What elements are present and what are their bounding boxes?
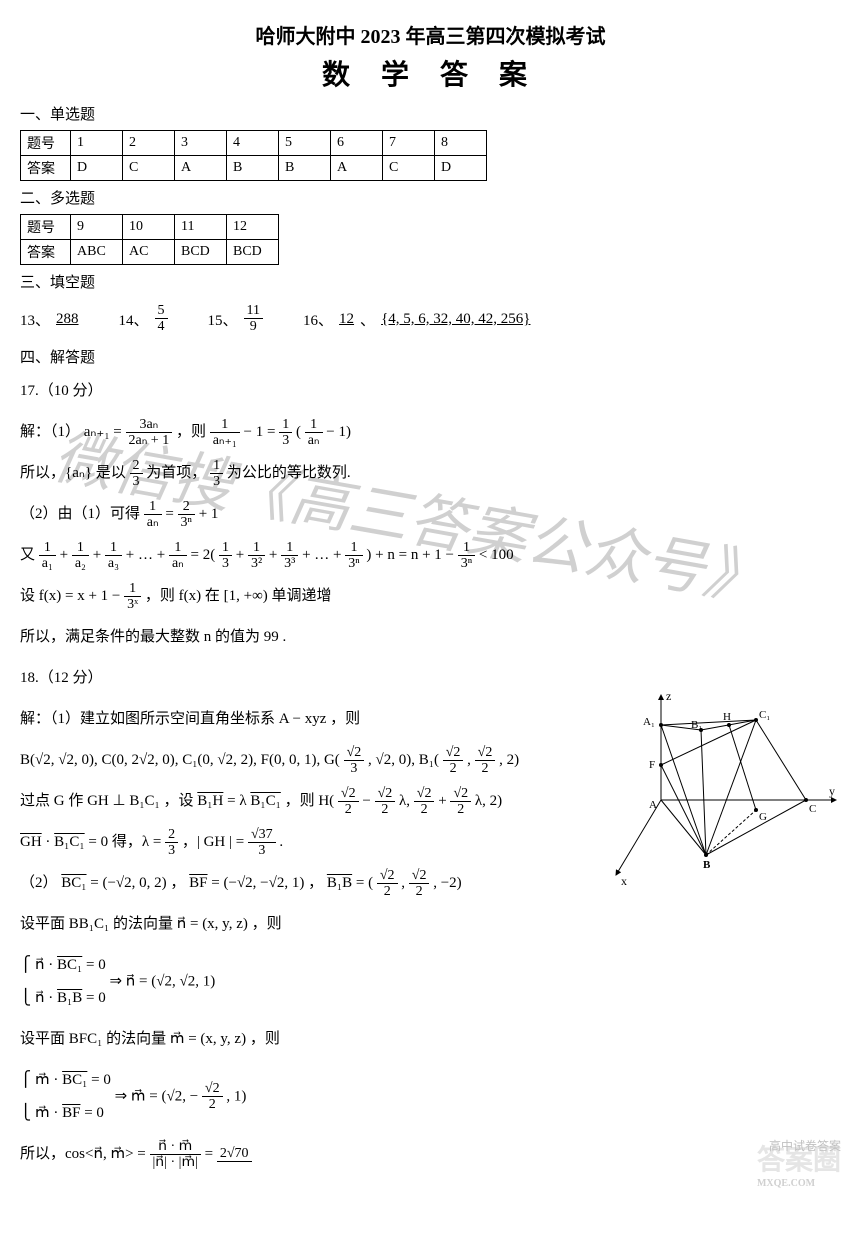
table-cell: BCD <box>227 240 279 265</box>
q17-line1: 解：（1） aₙ₊₁ = 3aₙ2aₙ + 1 ，则 1aₙ₊₁ − 1 = 1… <box>20 416 841 449</box>
q17-line5: 设 f(x) = x + 1 − 13ˣ ，则 f(x) 在 [1, +∞) 单… <box>20 580 841 613</box>
table-cell: 4 <box>227 131 279 156</box>
q18-line4: GH · B₁C₁ = 0 得，λ = 23 ，| GH | = √373 . <box>20 826 841 859</box>
section2-label: 二、多选题 <box>20 187 841 208</box>
q18-line6: 设平面 BB₁C₁ 的法向量 n⃗ = (x, y, z) ，则 <box>20 908 841 941</box>
fill-blank-row: 13、 288 14、 5 4 15、 11 9 16、 12 、 {4, 5,… <box>20 304 841 334</box>
table-cell: C <box>123 156 175 181</box>
table-cell: 11 <box>175 215 227 240</box>
table-cell: 9 <box>71 215 123 240</box>
q15-label: 15、 <box>208 309 238 330</box>
q14-label: 14、 <box>119 309 149 330</box>
single-choice-table: 题号 1 2 3 4 5 6 7 8 答案 D C A B B A C D <box>20 130 487 181</box>
table-cell: AC <box>123 240 175 265</box>
q18-line3: 过点 G 作 GH ⊥ B₁C₁ ，设 B₁H = λ B₁C₁ ，则 H( √… <box>20 785 620 818</box>
q17-line2: 所以，{aₙ} 是以 23 为首项， 13 为公比的等比数列. <box>20 457 841 490</box>
q14-fraction: 5 4 <box>155 304 168 334</box>
q17-line6: 所以，满足条件的最大整数 n 的值为 99 . <box>20 621 841 654</box>
table-row-answer: 答案 <box>21 240 71 265</box>
table-cell: A <box>175 156 227 181</box>
q13-label: 13、 <box>20 309 50 330</box>
q17-line4: 又 1a₁ + 1a₂ + 1a₃ + … + 1aₙ = 2( 13 + 13… <box>20 539 841 572</box>
table-row-header: 题号 <box>21 131 71 156</box>
q16-value2: {4, 5, 6, 32, 40, 42, 256} <box>381 311 530 328</box>
table-cell: ABC <box>71 240 123 265</box>
table-cell: B <box>227 156 279 181</box>
q17-block: 17.（10 分） 解：（1） aₙ₊₁ = 3aₙ2aₙ + 1 ，则 1aₙ… <box>20 375 841 654</box>
table-cell: 12 <box>227 215 279 240</box>
table-cell: 8 <box>435 131 487 156</box>
q16-value1: 12 <box>339 311 354 328</box>
page-title-line2: 数 学 答 案 <box>20 53 841 93</box>
table-cell: BCD <box>175 240 227 265</box>
table-cell: 2 <box>123 131 175 156</box>
table-cell: 1 <box>71 131 123 156</box>
q16-label: 16、 <box>303 309 333 330</box>
section1-label: 一、单选题 <box>20 103 841 124</box>
section3-label: 三、填空题 <box>20 271 841 292</box>
page-title-line1: 哈师大附中 2023 年高三第四次模拟考试 <box>20 20 841 49</box>
section4-label: 四、解答题 <box>20 346 841 367</box>
q18-line5: （2） BC₁ = (−√2, 0, 2) ， BF = (−√2, −√2, … <box>20 867 841 900</box>
q18-line1: 解：（1）建立如图所示空间直角坐标系 A − xyz ，则 <box>20 703 841 736</box>
q15-fraction: 11 9 <box>244 304 263 334</box>
table-cell: 6 <box>331 131 383 156</box>
q18-line7: ⎧ n⃗ · BC₁ = 0 ⎩ n⃗ · B₁B = 0 ⇒ n⃗ = (√2… <box>20 949 841 1015</box>
q18-line10: 所以，cos<n⃗, m⃗> = n⃗ · m⃗|n⃗| · |m⃗| = 2√… <box>20 1138 841 1171</box>
q18-block: 18.（12 分） 解：（1）建立如图所示空间直角坐标系 A − xyz ，则 … <box>20 662 841 1171</box>
table-cell: A <box>331 156 383 181</box>
q18-line2: B(√2, √2, 0), C(0, 2√2, 0), C₁(0, √2, 2)… <box>20 744 620 777</box>
q13-value: 288 <box>56 311 79 328</box>
q18-heading: 18.（12 分） <box>20 662 841 695</box>
q17-heading: 17.（10 分） <box>20 375 841 408</box>
table-cell: 3 <box>175 131 227 156</box>
table-cell: B <box>279 156 331 181</box>
table-row-answer: 答案 <box>21 156 71 181</box>
table-row-header: 题号 <box>21 215 71 240</box>
q16-sep: 、 <box>360 309 375 330</box>
table-cell: C <box>383 156 435 181</box>
table-cell: D <box>435 156 487 181</box>
multi-choice-table: 题号 9 10 11 12 答案 ABC AC BCD BCD <box>20 214 279 265</box>
table-cell: 10 <box>123 215 175 240</box>
table-cell: 7 <box>383 131 435 156</box>
table-cell: 5 <box>279 131 331 156</box>
q18-line9: ⎧ m⃗ · BC₁ = 0 ⎩ m⃗ · BF = 0 ⇒ m⃗ = (√2,… <box>20 1064 841 1130</box>
q18-line8: 设平面 BFC₁ 的法向量 m⃗ = (x, y, z) ，则 <box>20 1023 841 1056</box>
q17-line3: （2）由（1）可得 1aₙ = 23ⁿ + 1 <box>20 498 841 531</box>
table-cell: D <box>71 156 123 181</box>
